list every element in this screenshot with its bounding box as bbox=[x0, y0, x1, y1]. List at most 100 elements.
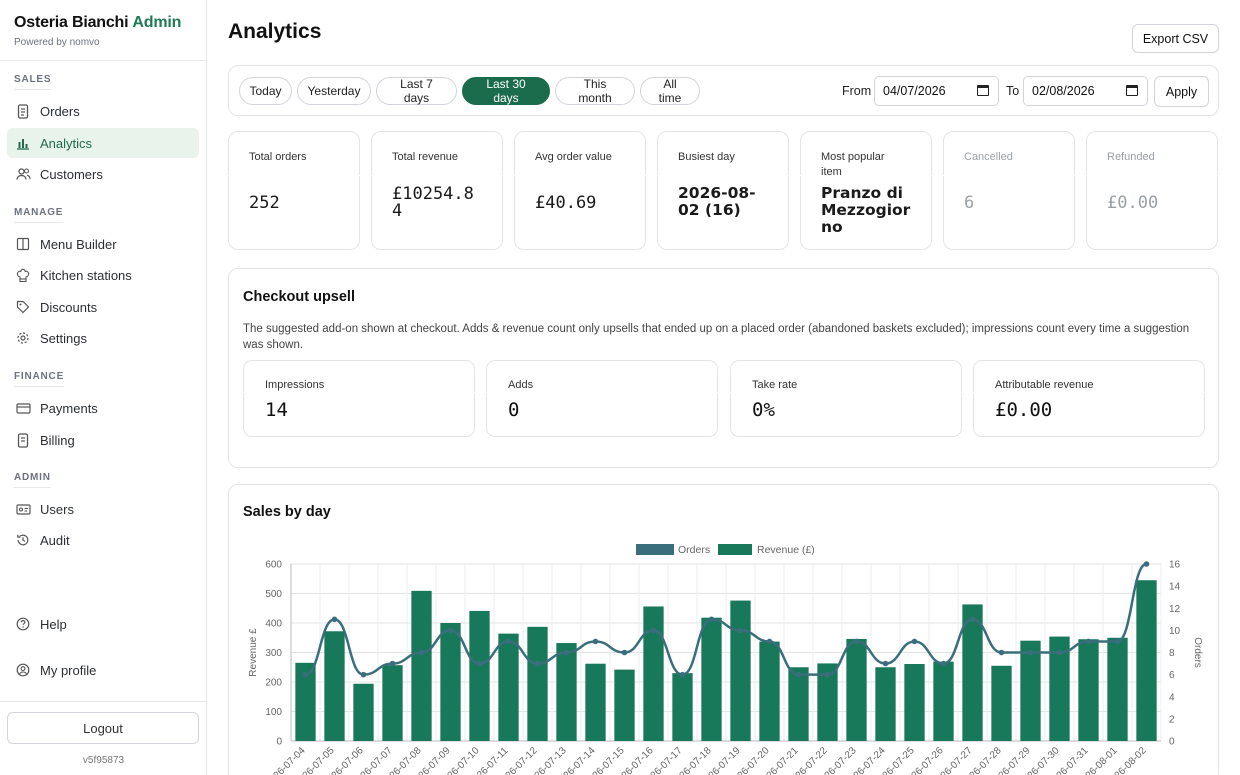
stat-label: Cancelled bbox=[964, 151, 1013, 163]
panel-title: Checkout upsell bbox=[243, 289, 355, 305]
y2-tick-label: 16 bbox=[1169, 560, 1181, 571]
orders-point bbox=[447, 627, 454, 634]
sidebar-item-analytics[interactable]: Analytics bbox=[7, 128, 199, 158]
sidebar-item-my-profile[interactable]: My profile bbox=[7, 655, 199, 685]
card-divider bbox=[973, 392, 1205, 393]
orders-point bbox=[476, 660, 483, 667]
upsell-value: 0% bbox=[752, 399, 775, 421]
to-date-value: 02/08/2026 bbox=[1032, 84, 1095, 98]
revenue-bar bbox=[759, 641, 780, 741]
preset-last-7-days-button[interactable]: Last 7 days bbox=[376, 77, 457, 105]
card-divider bbox=[514, 175, 646, 176]
stat-label: Busiest day bbox=[678, 151, 735, 163]
card-divider bbox=[657, 175, 789, 176]
sidebar-item-customers[interactable]: Customers bbox=[7, 159, 199, 189]
orders-point bbox=[302, 671, 309, 678]
legend-label-revenue: Revenue (£) bbox=[757, 544, 815, 556]
y2-tick-label: 14 bbox=[1169, 582, 1181, 593]
upsell-card-adds: Adds 0 bbox=[486, 360, 718, 437]
sidebar-item-help[interactable]: Help bbox=[7, 609, 199, 639]
export-csv-button[interactable]: Export CSV bbox=[1132, 24, 1219, 53]
preset-last-30-days-button[interactable]: Last 30 days bbox=[462, 77, 550, 105]
book-icon bbox=[15, 236, 31, 252]
orders-point bbox=[708, 616, 715, 623]
orders-point bbox=[824, 671, 831, 678]
y2-axis-title: Orders bbox=[1192, 637, 1203, 668]
orders-point bbox=[1027, 649, 1034, 656]
section-label-sales: SALES bbox=[14, 74, 52, 90]
sidebar-item-users[interactable]: Users bbox=[7, 494, 199, 524]
orders-point bbox=[360, 671, 367, 678]
sidebar-item-menu-builder[interactable]: Menu Builder bbox=[7, 229, 199, 259]
logout-button[interactable]: Logout bbox=[7, 712, 199, 744]
user-circle-icon bbox=[15, 662, 31, 678]
from-date-input[interactable]: 04/07/2026 bbox=[874, 76, 999, 106]
stat-value: 252 bbox=[249, 193, 280, 213]
card-divider bbox=[800, 175, 932, 176]
revenue-bar bbox=[1136, 580, 1157, 741]
revenue-bar bbox=[904, 664, 925, 741]
y2-tick-label: 4 bbox=[1169, 692, 1175, 703]
preset-this-month-button[interactable]: This month bbox=[555, 77, 635, 105]
orders-point bbox=[766, 638, 773, 645]
y2-tick-label: 10 bbox=[1169, 626, 1181, 637]
x-tick-label: 2026-07-04 bbox=[264, 745, 308, 775]
revenue-bar bbox=[730, 600, 751, 741]
sidebar-item-billing[interactable]: Billing bbox=[7, 425, 199, 455]
sidebar-item-payments[interactable]: Payments bbox=[7, 393, 199, 423]
receipt-icon bbox=[15, 103, 31, 119]
preset-all-time-button[interactable]: All time bbox=[640, 77, 700, 105]
sidebar-item-label: Billing bbox=[40, 432, 75, 448]
orders-point bbox=[621, 649, 628, 656]
sidebar-item-kitchen-stations[interactable]: Kitchen stations bbox=[7, 260, 199, 290]
orders-point bbox=[882, 660, 889, 667]
apply-button[interactable]: Apply bbox=[1154, 76, 1209, 107]
calendar-icon[interactable] bbox=[1126, 85, 1138, 96]
brand-title: Osteria Bianchi Admin bbox=[14, 14, 192, 32]
card-divider bbox=[486, 392, 718, 393]
upsell-value: £0.00 bbox=[995, 399, 1053, 421]
orders-point bbox=[1143, 561, 1150, 567]
divider bbox=[0, 60, 206, 61]
page-title: Analytics bbox=[228, 20, 322, 43]
sidebar-item-label: Users bbox=[40, 501, 74, 517]
sidebar-item-discounts[interactable]: Discounts bbox=[7, 292, 199, 322]
revenue-bar bbox=[411, 590, 432, 741]
sales-by-day-panel: Sales by day 0 100 200 300 400 500 600 0 2 4 6 8 10 1… bbox=[228, 484, 1219, 775]
orders-point bbox=[534, 660, 541, 667]
y-tick-label: 300 bbox=[265, 648, 282, 659]
main-content: Analytics Export CSV Today Yesterday Las… bbox=[207, 0, 1240, 775]
stat-card-refunded: Refunded £0.00 bbox=[1086, 131, 1218, 250]
divider bbox=[0, 701, 206, 702]
stat-card-busiest-day: Busiest day 2026-08-02 (16) bbox=[657, 131, 789, 250]
preset-yesterday-button[interactable]: Yesterday bbox=[297, 77, 371, 105]
revenue-bar bbox=[701, 617, 722, 741]
sidebar-item-label: Audit bbox=[40, 532, 70, 548]
sidebar-item-label: Analytics bbox=[40, 135, 93, 151]
to-date-input[interactable]: 02/08/2026 bbox=[1023, 76, 1148, 106]
stat-value: £0.00 bbox=[1107, 193, 1159, 213]
y2-tick-label: 2 bbox=[1169, 714, 1175, 725]
credit-card-icon bbox=[15, 400, 31, 416]
y2-tick-label: 6 bbox=[1169, 670, 1175, 681]
preset-today-button[interactable]: Today bbox=[239, 77, 292, 105]
checkout-upsell-panel: Checkout upsell The suggested add-on sho… bbox=[228, 268, 1219, 468]
revenue-bar bbox=[498, 633, 519, 741]
receipt-icon bbox=[15, 432, 31, 448]
sidebar-item-label: My profile bbox=[40, 662, 97, 678]
stat-card-most-popular-item: Most popular item Pranzo di Mezzogiorno bbox=[800, 131, 932, 250]
legend-label-orders: Orders bbox=[678, 544, 710, 556]
orders-point bbox=[1085, 638, 1092, 645]
sidebar: Osteria Bianchi Admin Powered by nomvo SA… bbox=[0, 0, 207, 775]
stat-value: Pranzo di Mezzogiorno bbox=[821, 184, 911, 236]
orders-point bbox=[969, 616, 976, 623]
revenue-bar bbox=[614, 669, 635, 741]
orders-line bbox=[305, 562, 1148, 676]
orders-point bbox=[911, 638, 918, 645]
calendar-icon[interactable] bbox=[977, 85, 989, 96]
sidebar-item-orders[interactable]: Orders bbox=[7, 96, 199, 126]
sidebar-item-audit[interactable]: Audit bbox=[7, 525, 199, 555]
sidebar-item-settings[interactable]: Settings bbox=[7, 323, 199, 353]
from-date-value: 04/07/2026 bbox=[883, 84, 946, 98]
sidebar-item-label: Discounts bbox=[40, 299, 98, 315]
